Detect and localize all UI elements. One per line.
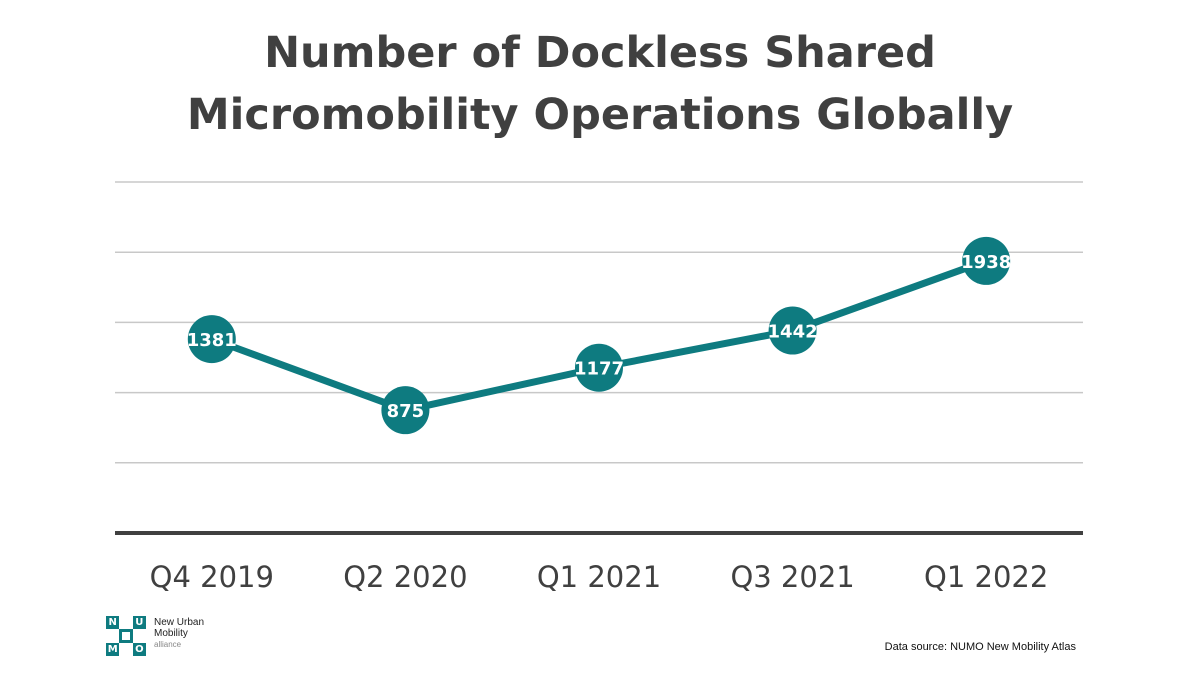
data-label: 1442 xyxy=(768,322,818,343)
data-label: 1177 xyxy=(574,359,624,380)
logo-cell xyxy=(119,642,133,656)
logo-letter-n: N xyxy=(106,616,120,630)
data-point xyxy=(381,386,430,435)
logo-cell xyxy=(132,629,146,643)
numo-logo-mark: N U M O xyxy=(106,616,146,656)
logo-line-2: Mobility xyxy=(154,628,188,639)
chart-title: Number of Dockless Shared Micromobility … xyxy=(0,22,1200,146)
logo-wordmark: New Urban Mobility alliance xyxy=(154,617,204,650)
logo-cell xyxy=(119,616,133,630)
logo-letter-m: M xyxy=(106,642,120,656)
logo-line-3: alliance xyxy=(154,640,182,649)
x-tick-label: Q1 2022 xyxy=(924,560,1048,594)
x-tick-label: Q1 2021 xyxy=(537,560,661,594)
data-point xyxy=(187,315,236,364)
x-tick-label: Q2 2020 xyxy=(343,560,467,594)
data-label: 1381 xyxy=(187,330,237,351)
chart-title-line-2: Micromobility Operations Globally xyxy=(186,90,1014,140)
logo-center-cell xyxy=(119,629,133,643)
logo-cell xyxy=(106,629,120,643)
chart-title-line-1: Number of Dockless Shared xyxy=(264,28,936,78)
logo-letter-u: U xyxy=(132,616,146,630)
logo-line-1: New Urban xyxy=(154,617,205,628)
x-tick-label: Q4 2019 xyxy=(150,560,274,594)
data-label: 875 xyxy=(387,401,425,422)
data-point xyxy=(575,343,623,392)
data-point xyxy=(768,306,817,355)
x-tick-label: Q3 2021 xyxy=(730,560,854,594)
data-point xyxy=(962,236,1011,285)
data-source-note: Data source: NUMO New Mobility Atlas xyxy=(884,641,1076,653)
data-label: 1938 xyxy=(961,252,1011,273)
logo-letter-o: O xyxy=(132,642,146,656)
numo-logo: N U M O New Urban Mobility alliance xyxy=(106,616,266,656)
